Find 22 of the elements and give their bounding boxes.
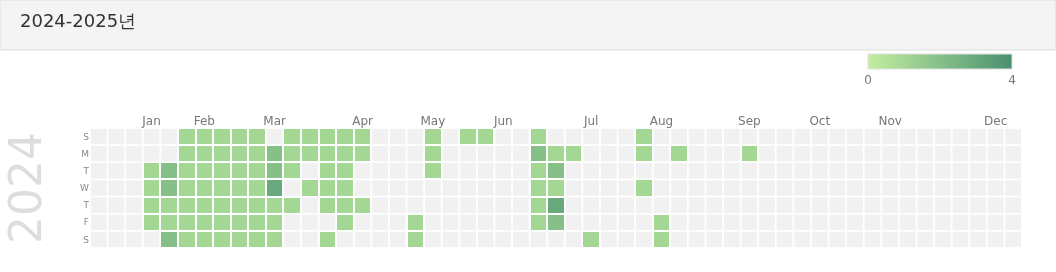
y-tick-label: M (81, 148, 89, 159)
x-tick-label: Mar (263, 113, 287, 128)
y-tick-label: T (82, 166, 90, 177)
x-tick-label: Feb (193, 113, 215, 128)
chart-title: 2024-2025년 (20, 10, 137, 32)
color-bar-label: 0 (864, 73, 872, 88)
x-tick-label: Aug (649, 113, 674, 128)
x-tick-label: Dec (984, 113, 1008, 128)
y-tick-label: W (80, 183, 90, 194)
x-tick-label: Jul (582, 113, 599, 128)
y-tick-label: T (82, 200, 90, 211)
x-tick-label: Nov (878, 113, 902, 128)
x-tick-label: Oct (809, 113, 831, 128)
x-tick-label: Jan (141, 113, 161, 128)
color-bar-label: 4 (1008, 73, 1016, 88)
x-tick-label: Jun (492, 113, 513, 128)
y-tick-label: S (83, 131, 90, 142)
y-tick-label: S (83, 234, 90, 245)
x-tick-label: May (420, 113, 446, 128)
x-tick-label: Apr (352, 113, 374, 128)
x-tick-label: Sep (738, 113, 761, 128)
y-tick-label: F (83, 217, 89, 228)
